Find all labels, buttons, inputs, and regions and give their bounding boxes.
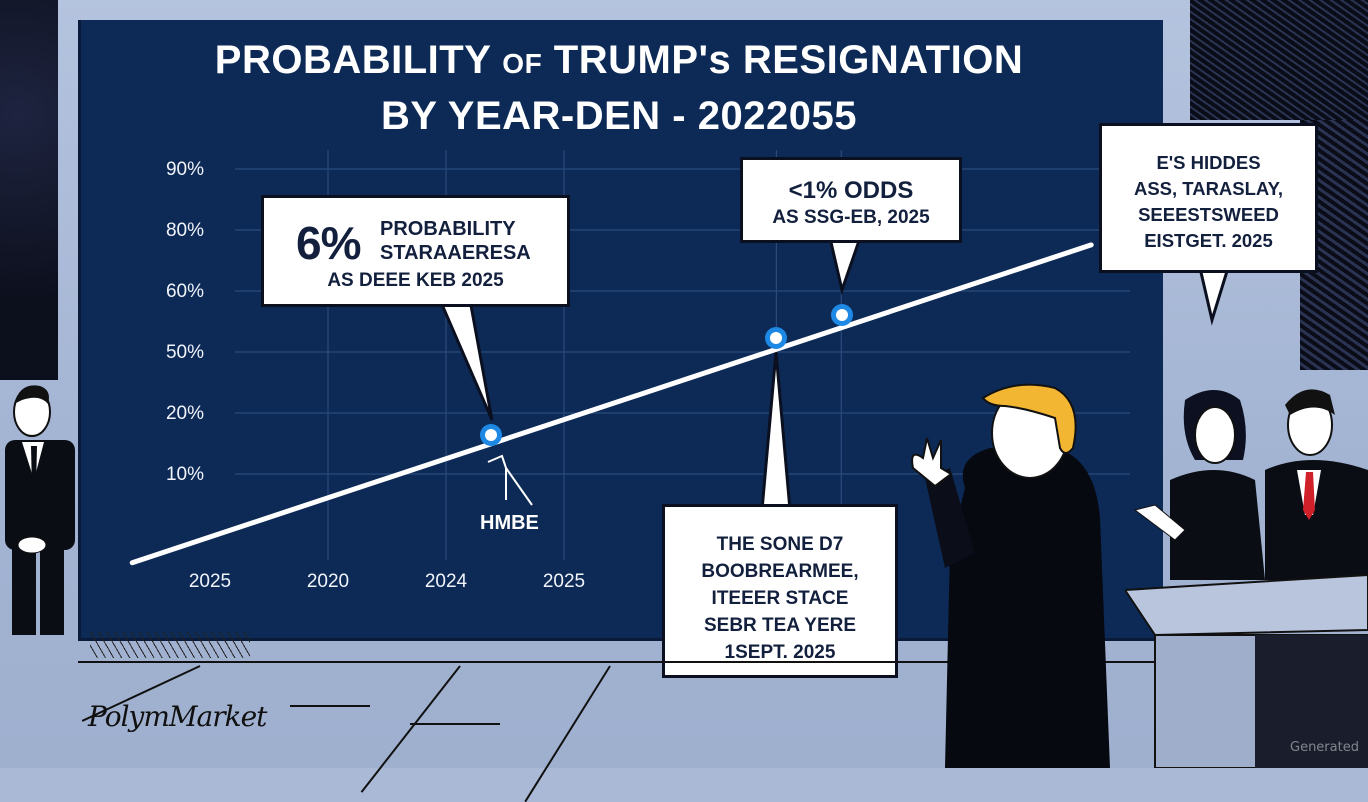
callout-odds: <1% ODDS AS SSG-EB, 2025 (740, 157, 962, 243)
callout-right: E'S HIDDES ASS, TARASLAY, SEEESTSWEED EI… (1099, 123, 1318, 273)
callout-line: ITEEER STACE (711, 588, 849, 609)
callout-line: AS DEEE KEB 2025 (327, 270, 504, 291)
background-dark-left (0, 0, 58, 380)
callout-1-pointer (437, 298, 494, 421)
floor-hatch (90, 632, 250, 658)
callout-line: BOOBREARMEE, (701, 561, 859, 582)
polymarket-logo: PolymMarket (88, 700, 267, 733)
callout-4-pointer (760, 351, 792, 512)
y-tick-label: 10% (166, 464, 204, 485)
callout-line: THE SONE D7 (716, 534, 844, 555)
y-tick-label: 60% (166, 281, 204, 302)
callout-line: AS SSG-EB, 2025 (772, 207, 930, 228)
callout-line: E'S HIDDES (1156, 152, 1261, 173)
floor-line (410, 723, 500, 725)
hair (981, 383, 1077, 454)
markers-group (480, 304, 853, 446)
callout-line: EISTGET. 2025 (1144, 230, 1273, 251)
data-marker-center (836, 309, 848, 321)
callout-line: PROBABILITY (380, 218, 516, 240)
floor-line (78, 661, 1268, 663)
title-line-2: BY YEAR-DEN - 2022055 (381, 94, 857, 138)
speaker-figure (911, 383, 1110, 768)
x-tick-label: 2025 (189, 571, 231, 592)
callout-2-pointer (828, 236, 863, 296)
x-tick-label: 2024 (425, 571, 468, 592)
tie (1303, 472, 1315, 520)
callout-line: SEEESTSWEED (1138, 204, 1279, 225)
callout-probability: 6% PROBABILITY STARAAERESA AS DEEE KEB 2… (261, 195, 570, 307)
callout-line: SEBR TEA YERE (703, 615, 857, 636)
callout-line: <1% ODDS (788, 177, 914, 204)
chart-title: PROBABILITY OF TRUMP's RESIGNATION BY YE… (78, 34, 1160, 142)
y-tick-label: 50% (166, 342, 204, 363)
callout-line: 1SEPT. 2025 (724, 642, 836, 663)
title-line-1: PROBABILITY OF TRUMP's RESIGNATION (214, 38, 1024, 82)
y-tick-label: 20% (166, 403, 204, 424)
callout-3-pointer (1198, 266, 1231, 326)
x-tick-label: 2025 (543, 571, 585, 592)
x-axis-ticks: 2025 2020 2024 2025 (189, 571, 585, 592)
floor-line (290, 705, 370, 707)
series-group (129, 242, 1094, 566)
callout-line: STARAAERESA (380, 242, 531, 264)
data-marker-center (485, 429, 497, 441)
y-tick-label: 90% (166, 159, 204, 180)
data-marker-center (770, 332, 782, 344)
background-dark-right (1190, 0, 1368, 120)
callout-line: ASS, TARASLAY, (1133, 178, 1284, 199)
annotation-label: HMBE (480, 512, 539, 534)
left-man-figure (5, 385, 75, 635)
x-tick-label: 2020 (307, 571, 349, 592)
series-line (129, 242, 1094, 566)
generated-watermark: Generated (1290, 740, 1359, 755)
y-axis-ticks: 10% 20% 50% 60% 80% 90% (166, 159, 204, 485)
callout-bottom: THE SONE D7 BOOBREARMEE, ITEEER STACE SE… (662, 504, 898, 678)
panel-figure (1125, 389, 1368, 768)
y-tick-label: 80% (166, 220, 204, 241)
annotation-arrow (487, 454, 533, 506)
callout-big-number: 6% (296, 217, 361, 269)
